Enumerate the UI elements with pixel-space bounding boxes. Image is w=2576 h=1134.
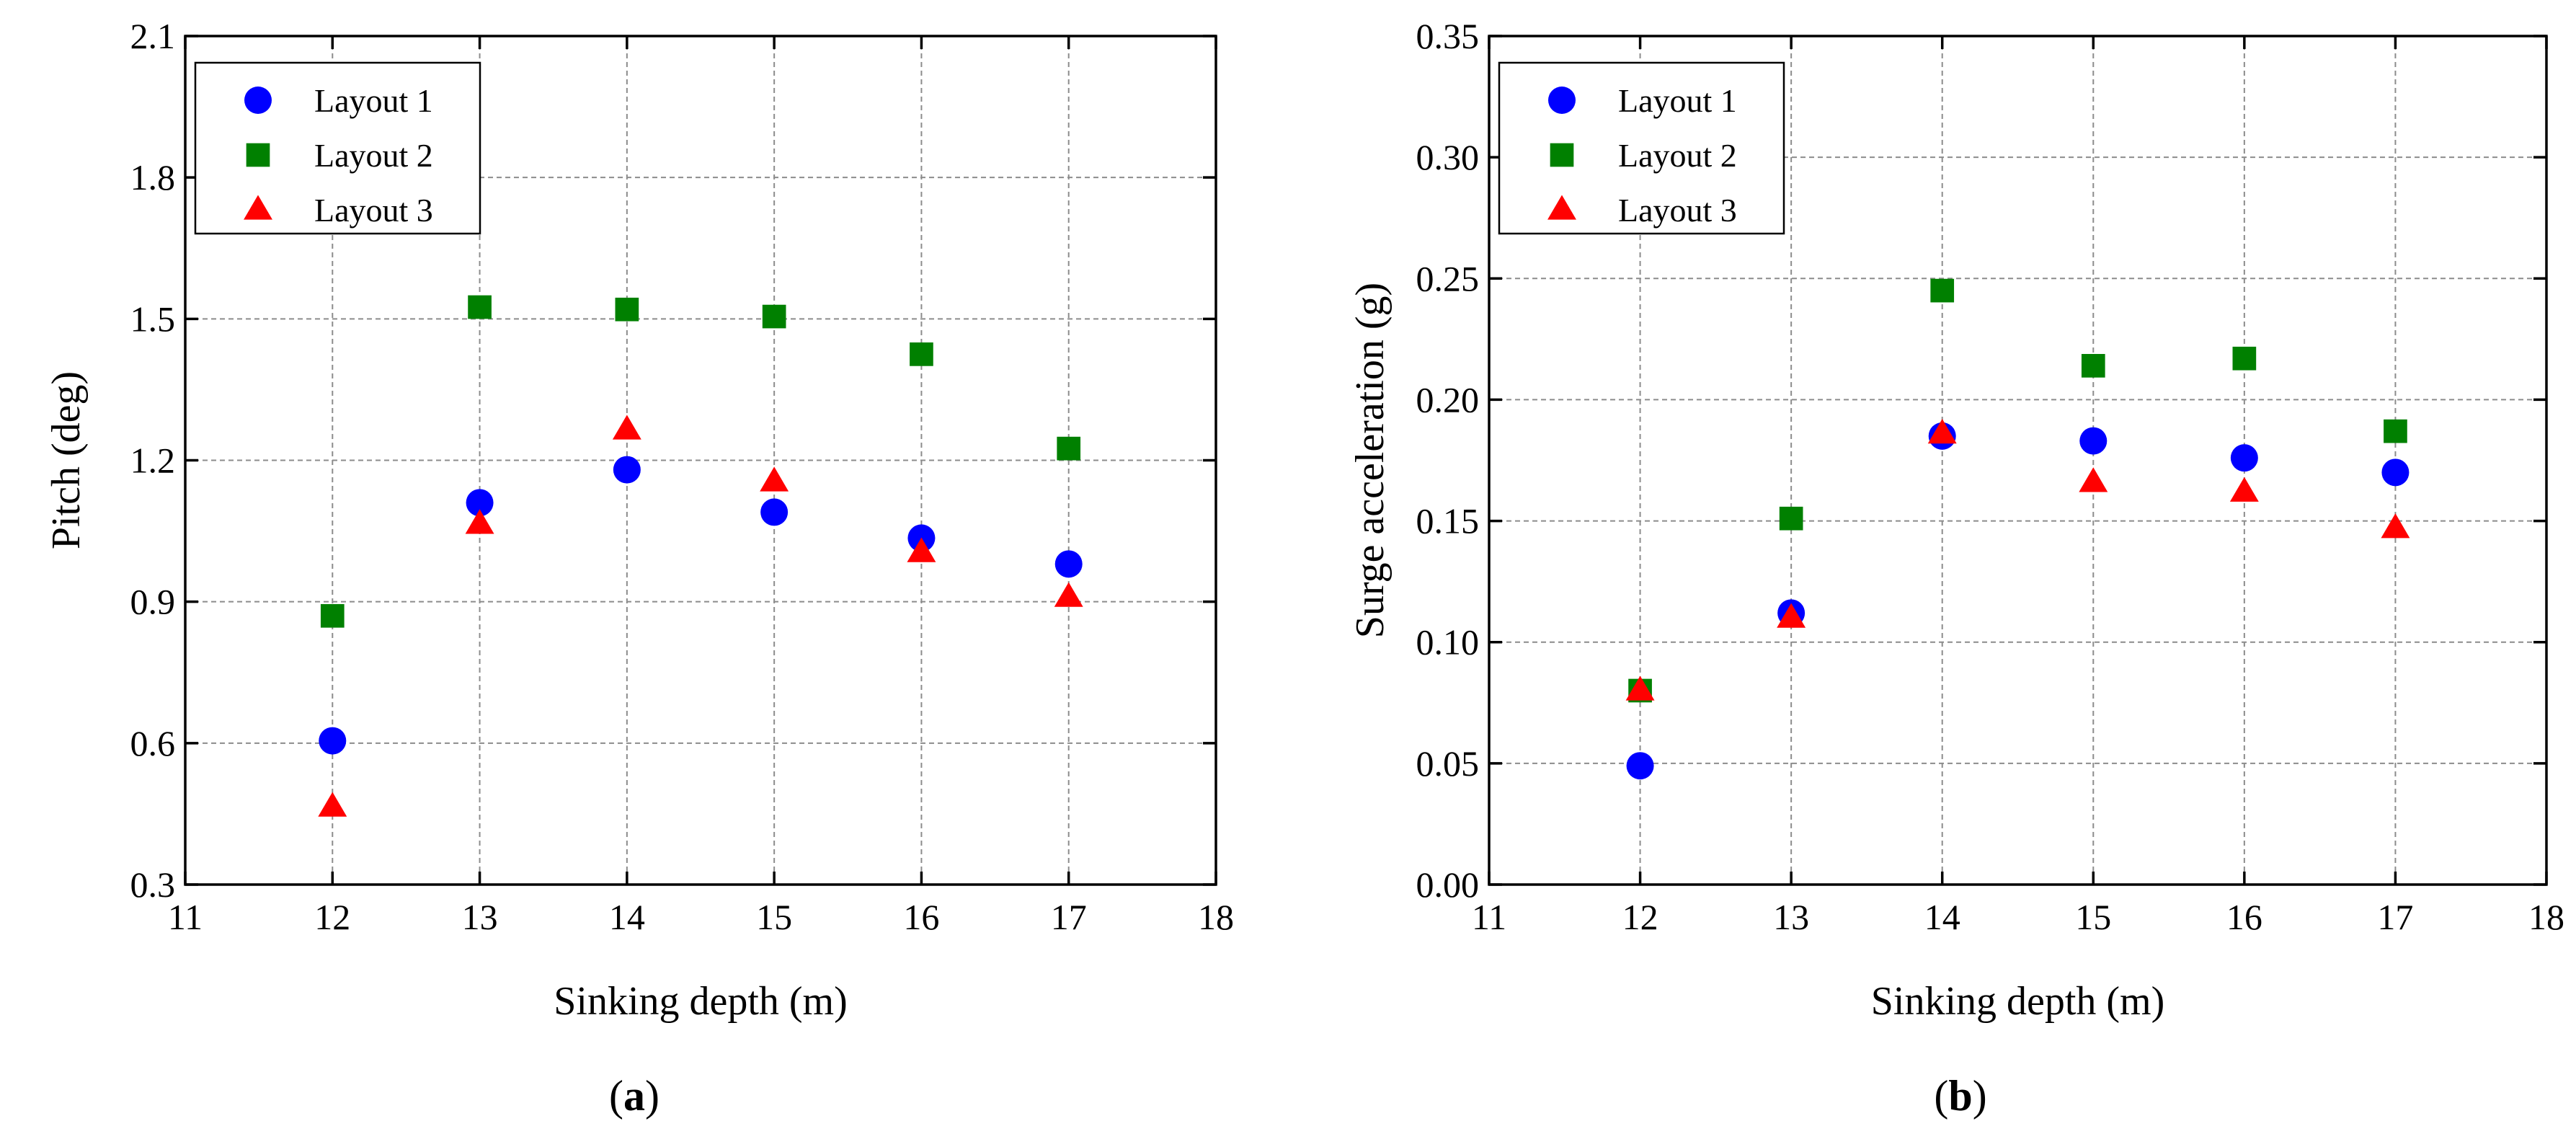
y-tick-label: 0.9 — [130, 582, 176, 622]
x-tick-label: 14 — [1924, 897, 1960, 937]
y-tick-label: 0.00 — [1416, 864, 1480, 905]
x-tick-label: 11 — [168, 897, 203, 937]
data-point — [613, 456, 641, 484]
legend-marker-square — [246, 143, 270, 167]
panel-letter: a — [623, 1072, 645, 1120]
y-tick-label: 0.30 — [1416, 137, 1480, 177]
data-point — [2381, 513, 2410, 539]
x-tick-label: 15 — [756, 897, 792, 937]
data-point — [2079, 427, 2108, 455]
data-point — [1054, 582, 1083, 607]
legend-marker-circle — [244, 87, 272, 114]
legend-marker-triangle — [1547, 195, 1576, 220]
x-tick-label: 18 — [2528, 897, 2564, 937]
legend-label: Layout 1 — [1618, 82, 1737, 119]
x-tick-label: 17 — [1051, 897, 1087, 937]
data-point — [1625, 675, 1655, 701]
x-tick-label: 13 — [462, 897, 498, 937]
x-axis-title: Sinking depth (m) — [1871, 979, 2165, 1024]
data-point — [1057, 436, 1081, 461]
panel-letter: b — [1948, 1072, 1972, 1120]
y-tick-label: 0.10 — [1416, 622, 1480, 663]
x-tick-label: 18 — [1198, 897, 1234, 937]
legend: Layout 1 Layout 2 Layout 3 — [1498, 61, 1785, 235]
data-point — [2232, 346, 2257, 371]
data-point — [612, 415, 641, 440]
data-point — [1930, 278, 1955, 303]
plot-frame — [1488, 35, 2548, 886]
data-point — [1927, 418, 1957, 444]
data-point — [1777, 603, 1806, 628]
data-point — [910, 342, 933, 366]
legend-box — [1498, 61, 1785, 235]
legend-label: Layout 2 — [1618, 137, 1737, 174]
x-tick-label: 12 — [1622, 897, 1658, 937]
x-tick-label: 14 — [609, 897, 645, 937]
y-tick-label: 0.6 — [130, 723, 176, 763]
legend-box — [194, 61, 481, 235]
chart-panel-a: 11 12 13 14 15 16 17 18 0.3 0.6 0.9 1.2 1.5 1.8 2.1 Sin… — [44, 16, 1234, 1120]
data-point — [318, 792, 347, 817]
y-tick-label: 0.35 — [1416, 16, 1480, 56]
data-point — [2229, 477, 2259, 502]
data-point — [2384, 419, 2407, 443]
y-tick-label: 0.20 — [1416, 379, 1480, 420]
legend-label: Layout 3 — [1618, 192, 1737, 229]
x-tick-label: 13 — [1773, 897, 1809, 937]
data-point — [760, 498, 789, 526]
x-axis-title: Sinking depth (m) — [554, 979, 848, 1024]
data-point — [465, 509, 494, 534]
legend-label: Layout 2 — [314, 137, 433, 174]
data-point — [615, 297, 639, 322]
data-point — [1054, 550, 1083, 578]
series-layout-3 — [318, 415, 1083, 817]
series-layout-1 — [1626, 422, 2410, 780]
series-layout-1 — [319, 456, 1083, 755]
x-tick-label: 16 — [2226, 897, 2262, 937]
y-tick-label: 0.15 — [1416, 501, 1480, 541]
panel-label: (a) — [609, 1072, 659, 1120]
legend: Layout 1 Layout 2 Layout 3 — [194, 61, 481, 235]
data-point — [468, 295, 492, 319]
legend-marker-circle — [1548, 87, 1576, 114]
plot-frame — [184, 35, 1217, 886]
legend-marker-triangle — [244, 195, 272, 220]
data-point — [2230, 444, 2258, 472]
y-tick-label: 1.2 — [130, 440, 176, 481]
series-layout-2 — [1628, 278, 2407, 703]
data-point — [1626, 752, 1654, 780]
y-tick-label: 1.8 — [130, 157, 176, 198]
x-tick-label: 15 — [2075, 897, 2111, 937]
legend-marker-square — [1550, 143, 1574, 167]
x-tick-label: 12 — [314, 897, 350, 937]
data-point — [1779, 506, 1803, 531]
y-tick-label: 0.3 — [130, 864, 176, 905]
data-point — [2381, 459, 2410, 487]
panel-label: (b) — [1934, 1072, 1986, 1120]
y-axis-title: Surge acceleration (g) — [1348, 283, 1393, 638]
x-tick-label: 17 — [2377, 897, 2413, 937]
data-point — [320, 603, 345, 628]
data-point — [466, 489, 494, 517]
data-point — [760, 466, 789, 492]
legend-label: Layout 3 — [314, 192, 433, 229]
data-point — [762, 304, 786, 329]
data-point — [2081, 354, 2105, 378]
legend-label: Layout 1 — [314, 82, 433, 119]
chart-panel-b: 11 12 13 14 15 16 17 18 0.00 0.05 0.10 0.15 0.20 0.25… — [1348, 16, 2564, 1120]
data-point — [319, 727, 347, 755]
y-tick-label: 0.25 — [1416, 258, 1480, 298]
series-layout-3 — [1625, 418, 2410, 701]
y-tick-label: 0.05 — [1416, 743, 1480, 784]
x-tick-label: 11 — [1472, 897, 1506, 937]
data-point — [907, 537, 936, 562]
data-point — [2079, 467, 2108, 492]
x-tick-label: 16 — [903, 897, 939, 937]
y-axis-title: Pitch (deg) — [44, 371, 89, 549]
y-tick-label: 2.1 — [130, 16, 176, 56]
y-tick-label: 1.5 — [130, 298, 176, 339]
series-layout-2 — [320, 295, 1081, 628]
